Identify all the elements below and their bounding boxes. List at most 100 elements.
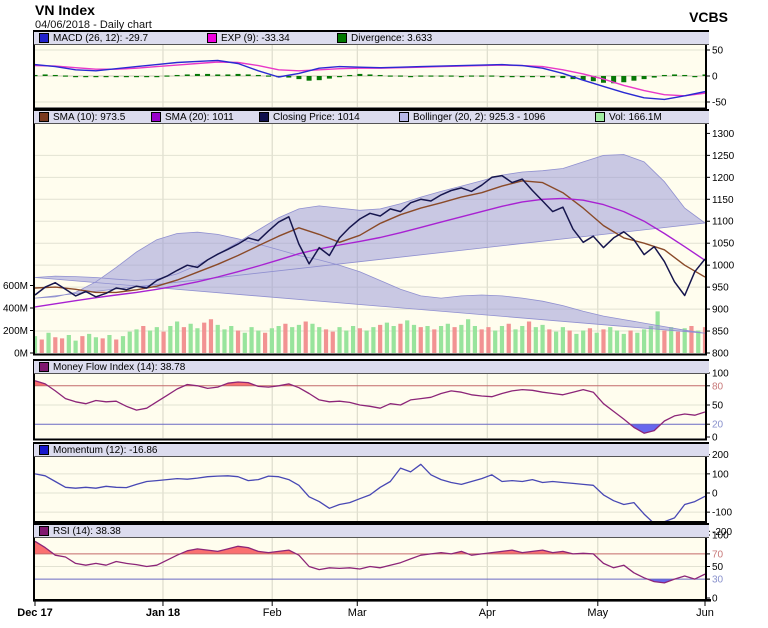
volume-bar [337,327,342,353]
price-tick-label: 1100 [712,217,734,228]
divergence-bar [134,76,140,78]
mfi-legend: Money Flow Index (14): 38.78 [34,359,709,374]
volume-bar [357,328,362,353]
volume-bar [526,321,532,353]
volume-bar [229,326,234,353]
momentum-tick-label: 100 [712,469,729,480]
divergence-bar [225,74,231,76]
divergence-bar [52,74,58,77]
bollinger-label: Bollinger (20, 2): 925.3 - 1096 [413,111,546,123]
volume-tick-label: 600M [3,281,28,292]
volume-bar [466,319,471,353]
divergence-bar [286,76,292,78]
macd-tick-label: 50 [712,46,724,57]
momentum-plot-area [35,457,705,521]
volume-bar [621,333,626,353]
divergence-bar [306,76,312,81]
divergence-bar [235,73,241,76]
mfi-line [35,380,705,434]
volume-bar [344,330,349,353]
volume-bar [472,326,477,353]
volume-bar [405,320,410,353]
divergence-bar [408,76,414,78]
mfi-overbought-fill [35,380,294,386]
mfi-oversold-fill [630,424,662,434]
divergence-bar [509,76,515,78]
divergence-bar [387,75,393,77]
mfi-label: Money Flow Index (14): 38.78 [53,361,186,373]
divergence-bar [103,76,109,78]
divergence-bar [367,74,373,76]
volume-bar [73,340,78,353]
exp-legend-item: EXP (9): -33.34 [207,33,337,44]
volume-bar [628,330,633,353]
volume-bar [181,327,186,353]
x-axis-label: Apr [479,607,496,619]
mfi-legend-item: Money Flow Index (14): 38.78 [39,362,185,373]
divergence-bar [641,76,647,80]
volume-bar [202,322,207,353]
volume-bar [391,326,396,353]
divergence-bar [469,75,475,77]
momentum-tick-label: -100 [712,508,732,519]
sma20-line [35,197,705,308]
sma10-label: SMA (10): 973.5 [53,111,126,123]
volume-bar [398,323,403,353]
divergence-bar [265,75,271,77]
volume-bar [452,327,457,353]
divergence-bar [215,74,221,76]
divergence-bar [529,76,535,78]
vol-swatch-icon [595,112,605,122]
price-tick-label: 1250 [712,151,735,162]
divergence-bar [245,74,251,76]
volume-bar [100,338,105,353]
divergence-bar [519,76,525,78]
volume-bar [208,319,214,353]
divergence-bar [540,76,546,78]
divergence-bar [590,76,596,82]
divergence-bar [184,74,190,76]
mfi-swatch-icon [39,362,49,372]
divergence-bar [621,76,627,83]
price-tick-label: 950 [712,283,729,294]
volume-bar [581,330,586,353]
volume-bar [263,332,268,353]
volume-bar [682,328,687,353]
volume-bar [371,327,376,353]
volume-bar [235,330,241,353]
exp-swatch-icon [207,33,217,43]
exp-label: EXP (9): -33.34 [221,32,290,44]
volume-bar [242,332,247,353]
volume-bar [303,321,308,353]
x-axis-line [33,599,711,602]
volume-bar [66,335,71,353]
rsi-swatch-icon [39,526,49,536]
rsi-overbought-fill [35,541,594,554]
mfi-tick-label: 0 [712,433,718,444]
macd-legend: MACD (26, 12): -29.7 EXP (9): -33.34 Div… [34,30,709,45]
divergence-bar [499,76,505,78]
divergence-bar [255,74,261,77]
sma10-swatch-icon [39,112,49,122]
macd-tick-label: 0 [712,72,718,83]
price-tick-label: 1150 [712,195,734,206]
volume-bar [127,331,132,353]
divergence-bar [702,74,705,76]
volume-tick-label: 400M [3,304,28,315]
price-tick-label: 1300 [712,129,735,140]
divergence-bar [428,75,434,77]
volume-bar [330,331,335,353]
rsi-tick-label: 50 [712,562,724,573]
divergence-bar [62,75,68,77]
volume-bar [310,323,315,353]
divergence-bar [580,76,586,81]
price-tick-label: 850 [712,327,729,338]
volume-bar [80,336,85,353]
momentum-tick-label: 200 [712,450,729,461]
divergence-bar [35,74,38,77]
divergence-bar [205,73,211,76]
volume-bar [669,327,674,353]
volume-bar [350,326,356,353]
divergence-bar [164,75,170,77]
